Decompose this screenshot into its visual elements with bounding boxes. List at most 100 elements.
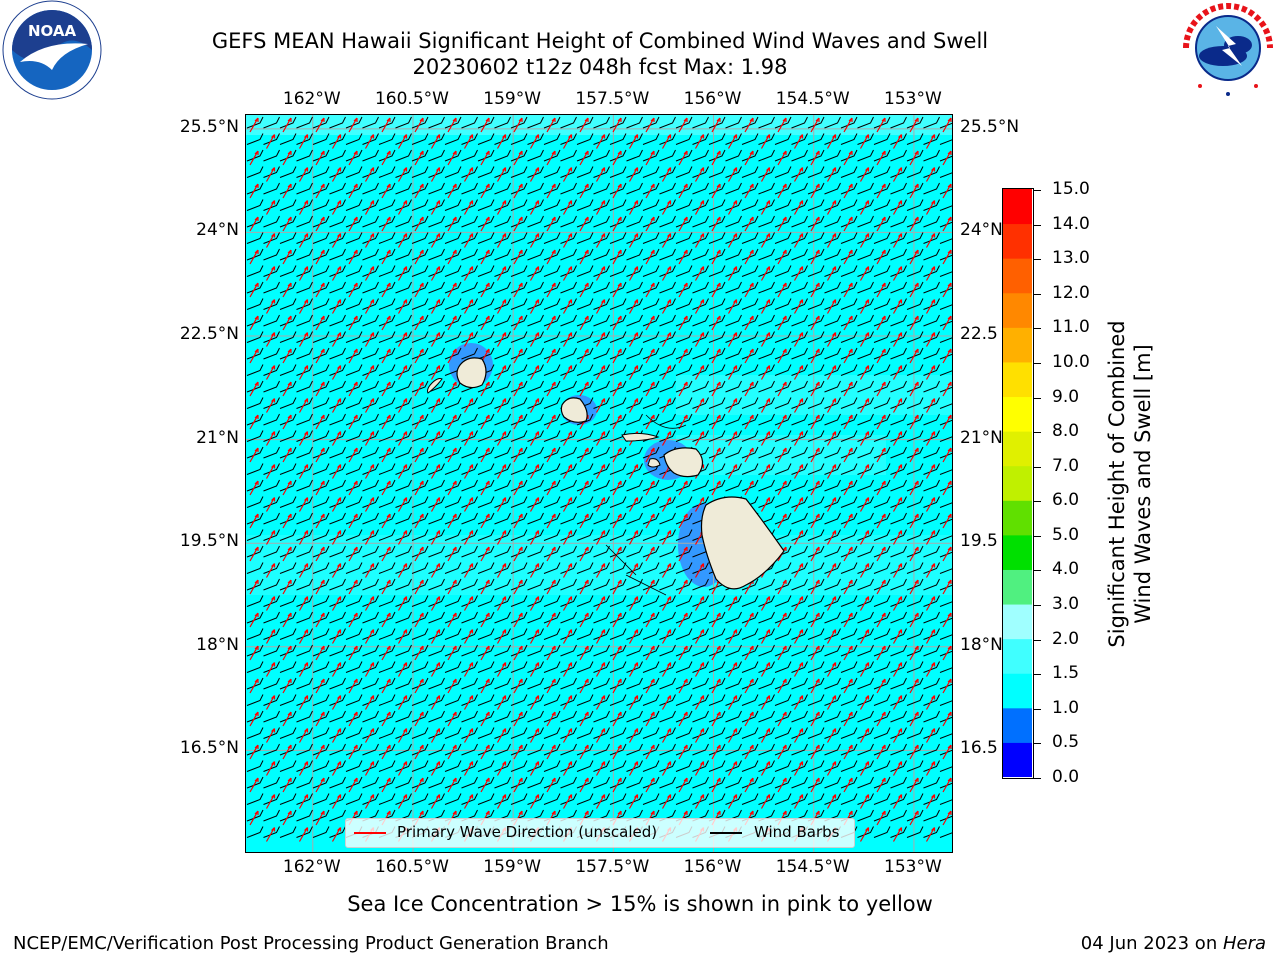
wave-arrow bbox=[595, 299, 606, 314]
wind-barb bbox=[923, 529, 940, 541]
colorbar-tick-label: 3.0 bbox=[1052, 594, 1080, 615]
wind-barb bbox=[774, 430, 792, 442]
wind-barb bbox=[906, 166, 924, 178]
wind-barb bbox=[774, 380, 792, 393]
wind-barb bbox=[362, 182, 379, 195]
wind-barb bbox=[378, 677, 396, 690]
wave-arrow bbox=[298, 431, 309, 446]
wind-barb bbox=[675, 166, 693, 178]
wind-barb bbox=[857, 694, 874, 706]
wave-arrow bbox=[661, 629, 672, 644]
wind-barb bbox=[444, 397, 462, 409]
wave-arrow bbox=[661, 398, 672, 413]
wind-barb bbox=[873, 463, 891, 475]
wind-barb bbox=[263, 364, 280, 376]
wind-barb bbox=[279, 760, 297, 772]
wave-arrow bbox=[529, 629, 540, 644]
wave-arrow bbox=[628, 266, 639, 281]
wind-barb bbox=[692, 710, 709, 723]
wind-barb bbox=[692, 760, 709, 772]
wind-barb bbox=[923, 397, 940, 409]
wave-arrow bbox=[760, 332, 771, 347]
wind-barb bbox=[510, 793, 528, 805]
wave-arrow bbox=[892, 827, 903, 842]
wave-arrow bbox=[595, 266, 606, 281]
wind-barb bbox=[395, 331, 412, 343]
wind-barb bbox=[807, 232, 825, 244]
wave-arrow bbox=[628, 794, 639, 809]
wave-arrow bbox=[414, 645, 424, 661]
wind-barb bbox=[659, 727, 676, 739]
wave-arrow bbox=[430, 662, 441, 677]
wave-arrow bbox=[397, 563, 408, 578]
wave-arrow bbox=[298, 398, 309, 413]
wind-barb bbox=[461, 397, 478, 409]
wind-barb bbox=[444, 529, 462, 541]
wind-barb bbox=[395, 793, 412, 805]
wind-barb bbox=[312, 677, 330, 690]
wave-arrow bbox=[678, 480, 688, 496]
wind-barb bbox=[246, 727, 264, 739]
wind-barb bbox=[312, 595, 330, 607]
wind-barb bbox=[378, 215, 396, 228]
wind-barb bbox=[873, 496, 891, 508]
wind-barb bbox=[857, 545, 874, 558]
wind-barb bbox=[675, 677, 693, 690]
wind-barb bbox=[890, 248, 907, 261]
wind-barb bbox=[263, 529, 280, 541]
wave-arrow bbox=[496, 596, 507, 611]
wave-arrow bbox=[315, 480, 325, 496]
colorbar-tick-mark bbox=[1034, 501, 1041, 503]
colorbar-tick-mark bbox=[1034, 190, 1041, 191]
wind-barb bbox=[857, 512, 874, 525]
wave-arrow bbox=[645, 315, 655, 331]
wind-barb bbox=[708, 215, 726, 228]
lat-label-left: 22.5°N bbox=[179, 324, 239, 344]
wind-barb bbox=[329, 529, 346, 541]
wind-barb bbox=[428, 496, 445, 508]
colorbar-swatch bbox=[1003, 742, 1032, 778]
wave-arrow bbox=[678, 348, 688, 364]
wind-barb bbox=[741, 479, 759, 492]
wind-barb bbox=[807, 776, 825, 789]
wind-barb bbox=[659, 710, 676, 723]
wind-barb bbox=[345, 743, 363, 756]
wind-barb bbox=[840, 149, 858, 162]
wind-barb bbox=[527, 347, 544, 360]
wave-arrow bbox=[612, 645, 622, 661]
wave-arrow bbox=[925, 233, 936, 248]
wind-barb bbox=[411, 529, 429, 541]
lon-label-bottom: 160.5°W bbox=[374, 857, 449, 877]
wind-barb bbox=[923, 298, 940, 310]
wind-barb bbox=[609, 512, 627, 525]
wind-barb bbox=[345, 116, 363, 129]
wave-arrow bbox=[859, 134, 870, 149]
wind-barb bbox=[939, 271, 952, 277]
wind-barb bbox=[494, 595, 511, 607]
wind-barb bbox=[329, 116, 346, 129]
wind-barb bbox=[857, 413, 874, 426]
wind-barb bbox=[659, 248, 676, 261]
wind-barb bbox=[560, 479, 577, 492]
wind-barb bbox=[296, 578, 313, 591]
wind-barb bbox=[494, 248, 511, 261]
colorbar-swatch bbox=[1003, 500, 1032, 536]
wind-barb bbox=[345, 298, 363, 310]
wave-arrow bbox=[595, 695, 606, 710]
wind-barb bbox=[477, 347, 495, 360]
wind-barb bbox=[461, 479, 478, 492]
wind-barb bbox=[428, 182, 445, 195]
wind-barb bbox=[246, 496, 264, 508]
wave-arrow bbox=[909, 513, 919, 529]
wind-barb bbox=[692, 314, 709, 327]
wind-barb bbox=[510, 232, 528, 244]
wind-barb bbox=[857, 347, 874, 360]
wave-arrow bbox=[892, 662, 903, 677]
wave-arrow bbox=[381, 777, 391, 793]
wind-barb bbox=[461, 760, 478, 772]
wind-barb bbox=[774, 182, 792, 195]
wave-arrow bbox=[595, 662, 606, 677]
wave-arrow bbox=[909, 810, 919, 826]
wind-barb bbox=[890, 760, 907, 772]
wind-barb bbox=[824, 298, 841, 310]
